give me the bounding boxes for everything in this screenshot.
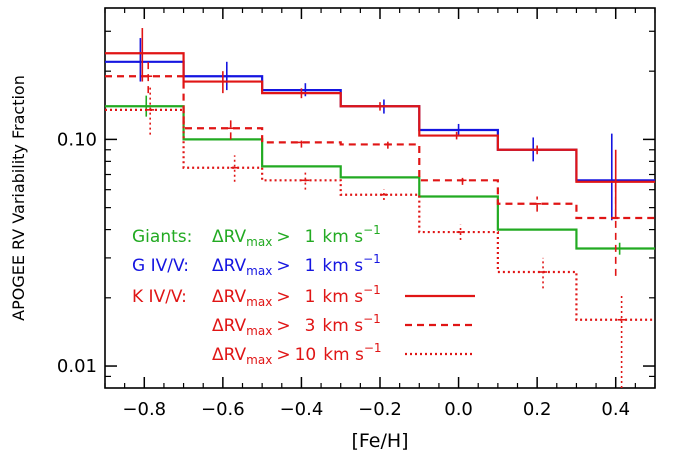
series-layer [105, 28, 655, 388]
legend-entry: ΔRVmax >3 km s−1 [212, 312, 381, 338]
legend-unit: km s [322, 256, 363, 276]
legend-comparator: > [276, 316, 290, 336]
legend-quantity: ΔRV [212, 316, 247, 336]
legend-comparator: > [276, 227, 290, 247]
legend-entry: K IV/V: ΔRVmax >1 km s−1 [132, 283, 381, 309]
legend: Giants: ΔRVmax >1 km s−1G IV/V: ΔRVmax >1 km s… [132, 223, 475, 367]
x-tick-label: −0.6 [201, 399, 245, 420]
legend-threshold: 1 [305, 287, 316, 307]
legend-subscript: max [246, 264, 272, 278]
series-step-line [105, 108, 655, 321]
x-tick-label: 0.2 [523, 399, 552, 420]
legend-subscript: max [246, 324, 272, 338]
legend-comparator: > [276, 256, 290, 276]
legend-unit: km s [322, 227, 363, 247]
legend-group: K IV/V: [132, 287, 187, 307]
legend-threshold: 1 [305, 227, 316, 247]
legend-threshold: 1 [305, 256, 316, 276]
plot-frame [104, 7, 656, 389]
legend-entry: ΔRVmax >10 km s−1 [212, 341, 382, 367]
legend-quantity: ΔRV [212, 227, 247, 247]
legend-comparator: > [276, 287, 290, 307]
legend-threshold: 10 [295, 345, 317, 365]
y-tick-label: 0.10 [57, 129, 97, 150]
x-tick-label: 0.0 [444, 399, 473, 420]
legend-exponent: −1 [363, 223, 381, 237]
legend-subscript: max [246, 353, 272, 367]
legend-subscript: max [246, 295, 272, 309]
series-3 [105, 28, 655, 218]
x-tick-label: −0.8 [122, 399, 166, 420]
legend-group: G IV/V: [132, 256, 189, 276]
legend-quantity: ΔRV [212, 345, 247, 365]
legend-threshold: 3 [305, 316, 316, 336]
legend-subscript: max [246, 235, 272, 249]
series-4 [105, 59, 655, 276]
legend-unit: km s [323, 345, 364, 365]
x-tick-label: −0.4 [280, 399, 324, 420]
axis-ticks: −0.8 −0.6 −0.4 −0.2 0.0 0.2 0.4 0.01 0.10 [57, 8, 656, 420]
series-1 [105, 95, 655, 255]
legend-comparator: > [276, 345, 290, 365]
legend-quantity: ΔRV [212, 287, 247, 307]
legend-exponent: −1 [363, 252, 381, 266]
legend-group: Giants: [132, 227, 192, 247]
legend-unit: km s [322, 287, 363, 307]
series-step-line [105, 60, 655, 182]
x-tick-label: −0.2 [358, 399, 402, 420]
legend-entry: G IV/V: ΔRVmax >1 km s−1 [132, 252, 381, 278]
legend-exponent: −1 [364, 341, 382, 355]
legend-entry: Giants: ΔRVmax >1 km s−1 [132, 223, 381, 249]
legend-exponent: −1 [363, 283, 381, 297]
legend-exponent: −1 [363, 312, 381, 326]
series-step-line [105, 75, 655, 220]
series-5 [105, 87, 655, 388]
legend-unit: km s [322, 316, 363, 336]
y-axis-label: APOGEE RV Variability Fraction [9, 75, 28, 321]
legend-quantity: ΔRV [212, 256, 247, 276]
series-step-line [105, 52, 655, 183]
x-tick-label: 0.4 [601, 399, 630, 420]
x-axis-label: [Fe/H] [351, 430, 408, 452]
y-tick-label: 0.01 [57, 356, 97, 377]
